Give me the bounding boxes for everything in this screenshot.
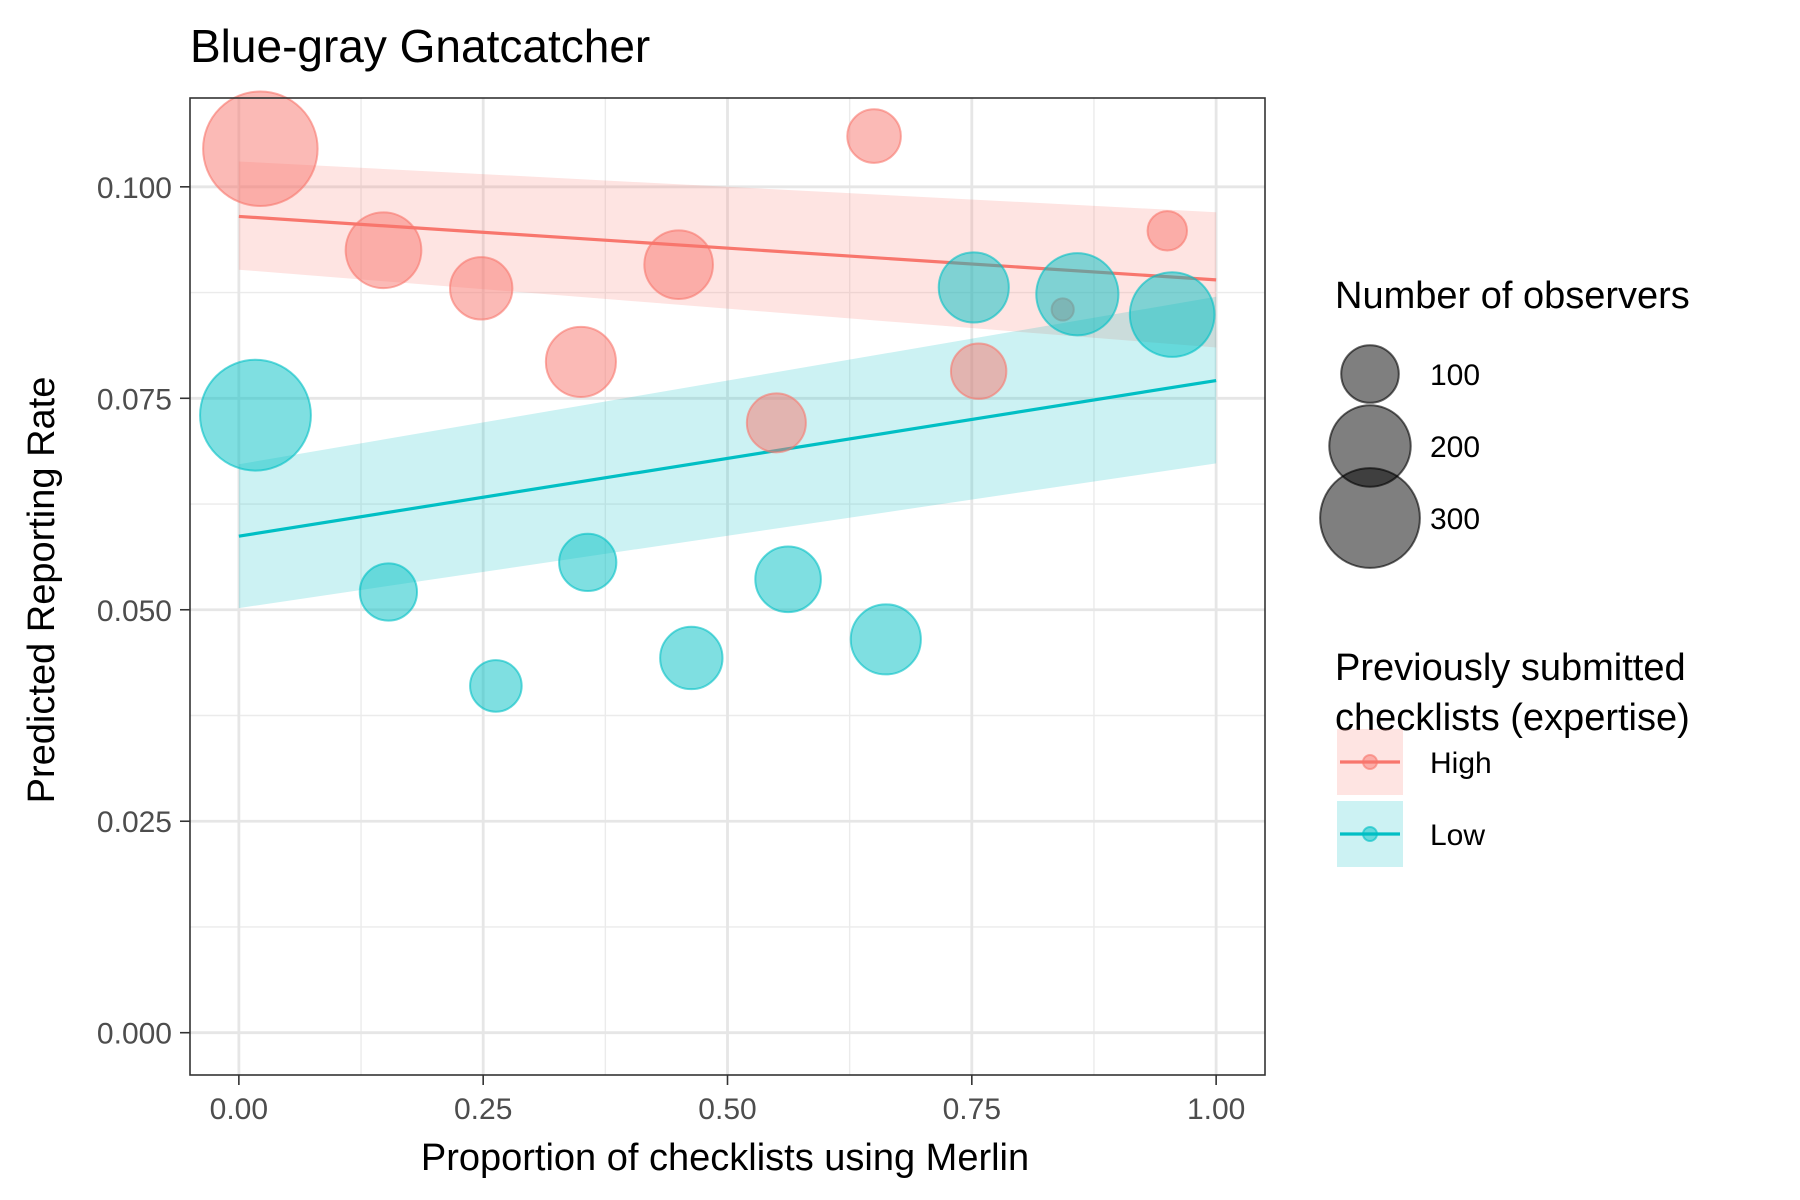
data-point-low xyxy=(1035,252,1120,337)
data-point-low xyxy=(199,358,312,472)
data-point-low xyxy=(754,545,822,614)
data-point-high xyxy=(449,256,514,321)
chart-title: Blue-gray Gnatcatcher xyxy=(190,20,650,72)
data-point-high xyxy=(949,342,1008,400)
x-tick-label: 0.25 xyxy=(454,1093,512,1126)
color-legend-label-low: Low xyxy=(1430,819,1485,852)
data-point-low xyxy=(469,659,523,713)
y-axis-title: Predicted Reporting Rate xyxy=(21,377,63,804)
y-tick-label: 0.050 xyxy=(97,595,172,628)
x-axis-title: Proportion of checklists using Merlin xyxy=(421,1137,1029,1179)
data-point-low xyxy=(937,251,1010,324)
color-legend-label-high: High xyxy=(1430,747,1492,780)
color-legend-key-point-high xyxy=(1362,754,1378,770)
color-legend-key-point-low xyxy=(1362,826,1378,842)
data-point-high xyxy=(344,211,423,290)
x-tick-label: 0.00 xyxy=(210,1093,268,1126)
color-legend-title-line-2: checklists (expertise) xyxy=(1335,697,1690,739)
y-tick-label: 0.000 xyxy=(97,1018,172,1051)
data-point-high xyxy=(745,392,807,454)
data-point-high xyxy=(643,229,714,300)
x-axis: 0.00 0.25 0.50 0.75 1.00 xyxy=(210,1075,1245,1126)
size-legend: Number of observers 100 200 300 xyxy=(1319,275,1690,569)
data-points xyxy=(199,90,1216,713)
data-point-low xyxy=(558,532,618,593)
size-legend-key xyxy=(1340,344,1400,404)
y-tick-label: 0.075 xyxy=(97,383,172,416)
size-legend-label: 300 xyxy=(1430,503,1480,536)
y-tick-label: 0.100 xyxy=(97,172,172,205)
x-tick-label: 0.50 xyxy=(698,1093,756,1126)
y-tick-label: 0.025 xyxy=(97,806,172,839)
y-axis: 0.000 0.025 0.050 0.075 0.100 xyxy=(97,172,190,1051)
data-point-low xyxy=(1128,271,1216,358)
data-point-high xyxy=(846,108,902,164)
data-point-high xyxy=(1146,210,1188,252)
size-legend-key xyxy=(1319,467,1421,569)
color-legend: Previously submitted checklists (experti… xyxy=(1335,647,1690,867)
trend-line-low xyxy=(238,378,1217,538)
data-point-high xyxy=(544,325,617,398)
data-point-high xyxy=(202,90,319,207)
data-point-low xyxy=(849,603,922,676)
x-tick-label: 1.00 xyxy=(1187,1093,1245,1126)
x-tick-label: 0.75 xyxy=(943,1093,1001,1126)
size-legend-label: 100 xyxy=(1430,359,1480,392)
color-legend-title-line-1: Previously submitted xyxy=(1335,647,1686,689)
data-point-low xyxy=(659,625,724,691)
plot-panel xyxy=(189,90,1266,1076)
size-legend-title: Number of observers xyxy=(1335,275,1690,317)
size-legend-label: 200 xyxy=(1430,431,1480,464)
data-point-low xyxy=(358,562,419,622)
